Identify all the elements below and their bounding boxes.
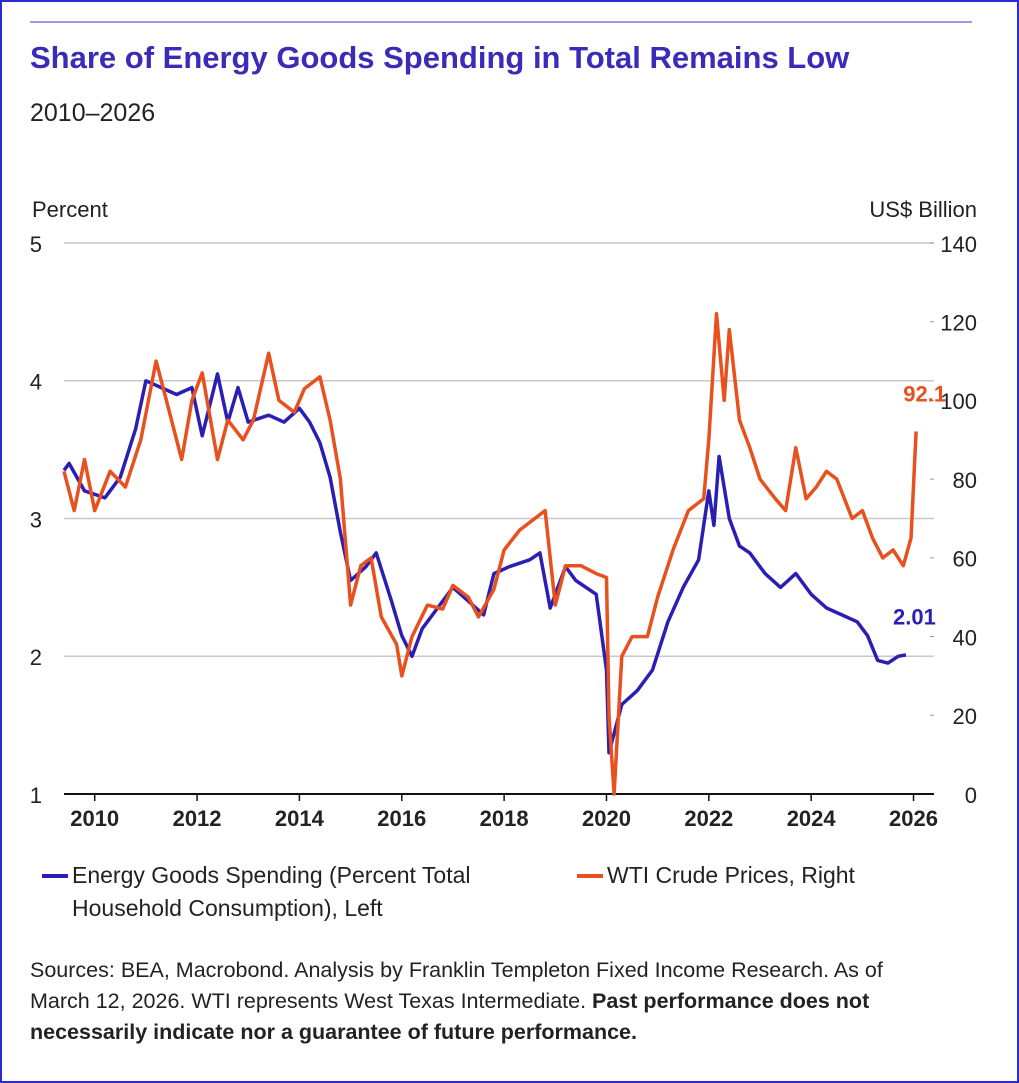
x-tick-label: 2024 — [787, 806, 837, 831]
source: Sources: BEA, Macrobond. Analysis by Fra… — [30, 958, 883, 1013]
y-tick-label: 1 — [30, 783, 42, 808]
legend-swatch — [42, 874, 68, 878]
source-note: Sources: BEA, Macrobond. Analysis by Fra… — [30, 955, 940, 1048]
x-tick-label: 2018 — [480, 806, 529, 831]
end-value-label: 2.01 — [893, 605, 936, 630]
top-rule — [30, 21, 972, 23]
x-tick-label: 2010 — [70, 806, 119, 831]
legend-entry: WTI Crude Prices, Right — [577, 859, 907, 892]
legend-label: Energy Goods Spending (Percent Total Hou… — [72, 862, 471, 921]
x-tick-label: 2014 — [275, 806, 325, 831]
y2-tick-label: 0 — [965, 783, 977, 808]
y-axis-title: Percent — [32, 197, 108, 222]
x-tick-label: 2016 — [377, 806, 426, 831]
x-tick-label: 2020 — [582, 806, 631, 831]
series-line — [62, 372, 907, 755]
y2-tick-label: 40 — [953, 625, 977, 650]
y2-tick-label: 140 — [940, 232, 977, 257]
y2-tick-label: 60 — [953, 547, 977, 572]
legend-entry: Energy Goods Spending (Percent Total Hou… — [42, 859, 552, 925]
x-tick-label: 2022 — [684, 806, 733, 831]
x-tick-label: 2026 — [889, 806, 938, 831]
y2-tick-label: 100 — [940, 389, 977, 414]
y2-tick-label: 80 — [953, 468, 977, 493]
disclaimer: Past performance does not necessarily in… — [30, 989, 870, 1044]
y2-tick-label: 120 — [940, 311, 977, 336]
y-tick-label: 5 — [30, 232, 42, 257]
end-value-label: 92.1 — [903, 381, 946, 406]
legend-swatch — [577, 874, 603, 878]
series-line — [62, 312, 918, 796]
y2-axis-title: US$ Billion — [869, 197, 977, 222]
chart-title: Share of Energy Goods Spending in Total … — [30, 40, 850, 75]
chart: Percent US$ Billion 1 2 3 4 5 0 20 40 60 80 100 120 14… — [30, 197, 977, 831]
y2-tick-label: 20 — [953, 704, 977, 729]
legend-label: WTI Crude Prices, Right — [607, 862, 855, 888]
x-tick-label: 2012 — [173, 806, 222, 831]
y-tick-label: 4 — [30, 370, 42, 395]
y-tick-label: 2 — [30, 645, 42, 670]
y-tick-label: 3 — [30, 507, 42, 532]
chart-subtitle: 2010–2026 — [30, 99, 156, 127]
